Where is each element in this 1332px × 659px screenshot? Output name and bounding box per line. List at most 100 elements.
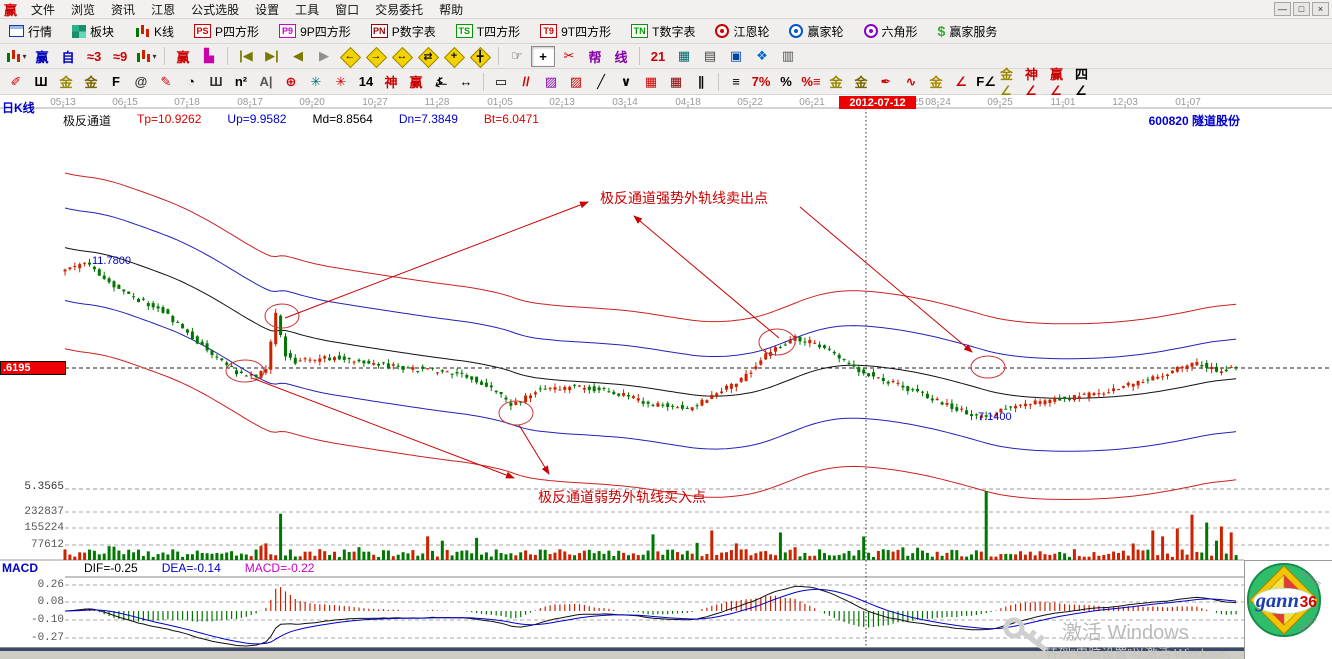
zigzag-button[interactable]: ∨ [614,71,638,92]
network-share-button[interactable]: ❖ [750,46,774,67]
percent-7-button[interactable]: 7% [749,71,773,92]
comb-ruler-button[interactable]: Ш [29,71,53,92]
diamond-swap-button[interactable]: ⇄ [416,46,440,67]
diamond-right-button[interactable]: → [364,46,388,67]
toolbar-p-number-button[interactable]: PN P数字表 [368,22,439,41]
toolbar-kline-button[interactable]: K线 [131,22,177,41]
gold-circle-2-button[interactable]: 金 [849,71,873,92]
comb-2-button[interactable]: Ш [204,71,228,92]
percent-button[interactable]: % [774,71,798,92]
wave-3-button[interactable]: ≈3 [82,46,106,67]
calculator-button[interactable]: ▦ [672,46,696,67]
menu-交易委托[interactable]: 交易委托 [375,2,424,17]
mirror-button[interactable]: A| [254,71,278,92]
brush-knife-button[interactable]: ✐ [4,71,28,92]
maximize-button[interactable]: □ [1293,2,1310,16]
scissors-tool-button[interactable]: ✂ [557,46,581,67]
ruler-123-button[interactable]: ⍼ [429,71,453,92]
notepad-button[interactable]: ▤ [698,46,722,67]
trend-lines-button[interactable]: ╱ [589,71,613,92]
menu-设置[interactable]: 设置 [255,2,280,17]
toolbar-winner-service-button[interactable]: $ 赢家服务 [935,22,1001,41]
flag-pen-button[interactable]: ✒ [874,71,898,92]
menu-公式选股[interactable]: 公式选股 [191,2,240,17]
price-ladder-button[interactable]: ≡ [724,71,748,92]
ruler-n2-button[interactable]: n² [229,71,253,92]
minimize-button[interactable]: — [1274,2,1291,16]
wave-tool-button[interactable]: ∿ [899,71,923,92]
parallel-lines-button[interactable]: ∥ [689,71,713,92]
diamond-expand-button[interactable]: ↔ [390,46,414,67]
diamond-left-button[interactable]: ← [338,46,362,67]
width-measure-button[interactable]: ↔ [454,71,478,92]
menu-江恩[interactable]: 江恩 [151,2,176,17]
menu-文件[interactable]: 文件 [31,2,56,17]
angle-shen-button[interactable]: 神∠ [1024,67,1048,98]
hand-tool-button[interactable]: ☞ [505,46,529,67]
toolbar-sectors-button[interactable]: 板块 [69,22,117,41]
kline-chart-canvas[interactable]: 05-13 06-15 07-18 08-17 09-20 10-27 11-28 01-05… [0,95,1332,659]
toolbar-gann-wheel-button[interactable]: 江恩轮 [712,22,772,41]
toolbar-9t-square-button[interactable]: T9 9T四方形 [537,22,614,41]
colored-chart-button[interactable]: ▙ [197,46,221,67]
angle-win-button[interactable]: 赢∠ [1049,67,1073,98]
comb-shen-button[interactable]: 神 [379,71,403,92]
toolbar-hexagon-button[interactable]: 六角形 [861,22,921,41]
menu-工具[interactable]: 工具 [295,2,320,17]
bars-14-button[interactable]: 14 [354,71,378,92]
angle-gold-button[interactable]: 金∠ [999,67,1023,98]
wave-9-button[interactable]: ≈9 [108,46,132,67]
knife-2-button[interactable]: ✎ [154,71,178,92]
save-disk-button[interactable]: ▣ [724,46,748,67]
gold-circle-3-button[interactable]: 金 [924,71,948,92]
menu-资讯[interactable]: 资讯 [111,2,136,17]
toolbar-p-square-button[interactable]: PS P四方形 [191,22,262,41]
menu-帮助[interactable]: 帮助 [439,2,464,17]
spiral-button[interactable]: @ [129,71,153,92]
toolbar-winner-wheel-button[interactable]: 赢家轮 [786,22,846,41]
toolbar-t-square-button[interactable]: TS T四方形 [453,22,523,41]
candle-style-dropdown-button[interactable]: ▾ [134,46,158,67]
grid-1-button[interactable]: ▦ [639,71,663,92]
period-candle-dropdown-button[interactable]: ▾ [4,46,28,67]
info-doc-button[interactable]: 自 [56,46,80,67]
angle-f-button[interactable]: F∠ [974,71,998,92]
gann-web-square-button[interactable]: ✳ [329,71,353,92]
comb-gold-1-button[interactable]: 金 [54,71,78,92]
box-win-button[interactable]: 赢 [404,71,428,92]
grid-2-button[interactable]: ▦ [664,71,688,92]
win-red-chart-button[interactable]: 赢 [171,46,195,67]
purple-tool-1-button[interactable]: 帮 [583,46,607,67]
first-page-button[interactable]: |◀ [234,46,258,67]
diamond-cross-big-button[interactable]: ╋ [468,46,492,67]
percent-lines-button[interactable]: %≡ [799,71,823,92]
toolbar-9p-square-button[interactable]: P9 9P四方形 [276,22,354,41]
menu-窗口[interactable]: 窗口 [335,2,360,17]
toolbar-t-number-button[interactable]: TN T数字表 [628,22,698,41]
fan-box-1-button[interactable]: ▨ [539,71,563,92]
comb-gold-2-button[interactable]: 金 [79,71,103,92]
gann-web-button[interactable]: ✳ [304,71,328,92]
angle-up-button[interactable]: ∠ [949,71,973,92]
calendar-21-button[interactable]: 21 [646,46,670,67]
toolbar-quotes-button[interactable]: 行情 [6,22,55,41]
circle-cross-button[interactable]: ⊕ [279,71,303,92]
angle-four-button[interactable]: 四∠ [1074,67,1098,98]
fan-lines-button[interactable]: // [514,71,538,92]
fan-box-2-button[interactable]: ▨ [564,71,588,92]
crosshair-tool-button[interactable]: + [531,45,555,67]
purple-tool-2-button[interactable]: 线 [609,46,633,67]
menu-浏览[interactable]: 浏览 [71,2,96,17]
computer-button[interactable]: ▥ [776,46,800,67]
last-page-button[interactable]: ▶| [260,46,284,67]
win-blue-chart-button[interactable]: 赢 [30,46,54,67]
chart-area[interactable]: 05-13 06-15 07-18 08-17 09-20 10-27 11-28 01-05… [0,95,1332,659]
comb-f-button[interactable]: F [104,71,128,92]
circle-ruler-button[interactable]: ◔ [179,71,203,92]
next-button[interactable]: ▶ [312,46,336,67]
gann-box-button[interactable]: ▭ [489,71,513,92]
gold-circle-1-button[interactable]: 金 [824,71,848,92]
diamond-cross-button[interactable]: + [442,46,466,67]
prev-button[interactable]: ◀ [286,46,310,67]
close-button[interactable]: × [1312,2,1329,16]
